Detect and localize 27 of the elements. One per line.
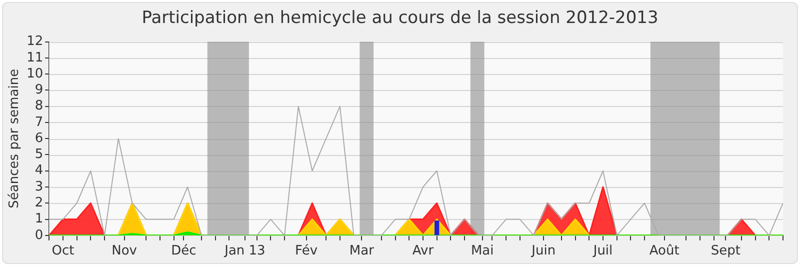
y-tick-label: 1 — [34, 212, 44, 227]
y-tick-label: 12 — [26, 34, 44, 50]
x-tick-label: Mai — [470, 244, 494, 259]
x-tick-label: Mar — [349, 244, 375, 259]
chart-title: Participation en hemicycle au cours de la session 2012-2013 — [140, 8, 660, 28]
x-tick-label: Sept — [710, 244, 740, 259]
x-tick-label: Août — [649, 244, 680, 259]
y-tick-label: 0 — [34, 228, 44, 243]
x-tick-label: Déc — [171, 244, 196, 259]
y-tick-label: 4 — [34, 163, 44, 178]
y-tick-label: 6 — [34, 130, 44, 146]
y-tick-label: 8 — [34, 98, 44, 114]
x-tick-label: Jan 13 — [224, 244, 266, 259]
y-axis-title: Séances par semaine — [7, 68, 22, 208]
x-tick-label: Juin — [530, 244, 556, 259]
x-tick-label: Oct — [52, 244, 74, 259]
x-tick-label: Fév — [295, 244, 318, 259]
y-tick-label: 3 — [34, 179, 44, 194]
y-tick-label: 7 — [34, 114, 44, 130]
y-tick-label: 10 — [26, 66, 44, 82]
x-tick-label: Avr — [412, 244, 434, 259]
y-tick-label: 5 — [34, 147, 44, 162]
y-tick-label: 11 — [26, 50, 44, 66]
x-tick-label: Nov — [112, 244, 138, 259]
x-tick-label: Juil — [592, 244, 613, 259]
y-tick-label: 9 — [34, 82, 44, 98]
y-tick-label: 2 — [34, 196, 44, 211]
